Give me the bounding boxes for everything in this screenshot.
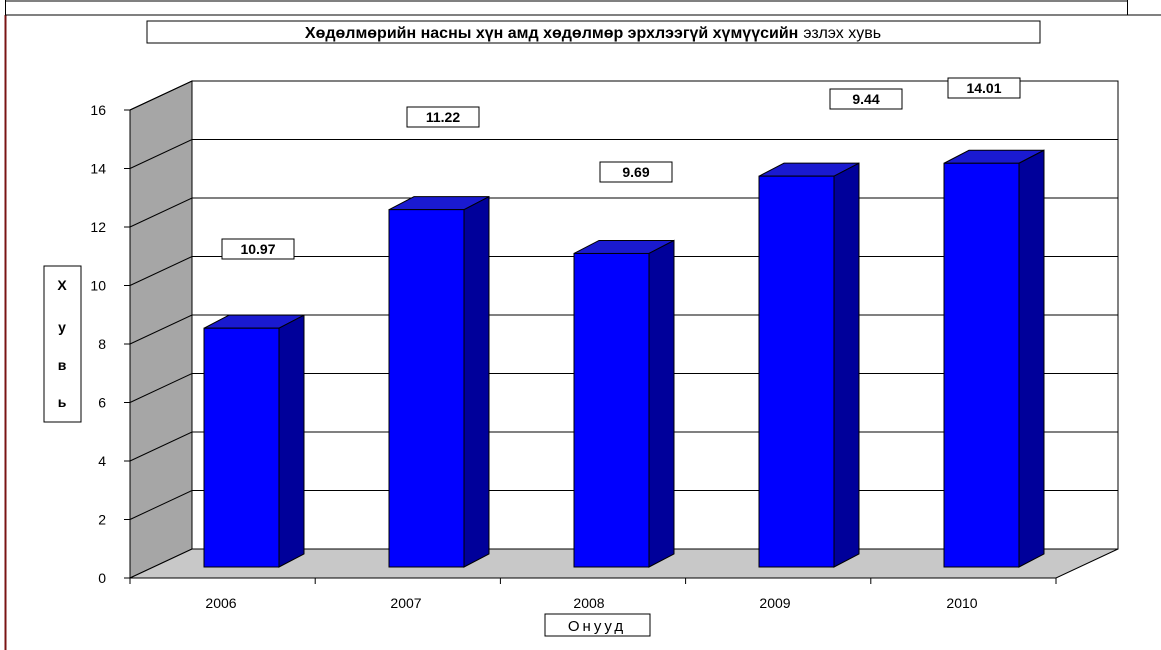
bar-front-face <box>388 209 465 568</box>
bar-side-face <box>1018 149 1045 568</box>
y-tick-label: 4 <box>98 453 106 469</box>
y-tick-label: 14 <box>90 161 106 177</box>
bar-front-face <box>943 162 1020 568</box>
y-axis-label-letter: у <box>58 319 66 335</box>
y-axis-label-letter: в <box>58 357 67 373</box>
data-label-2009: 9.44 <box>829 88 903 110</box>
chart-title: Хөдөлмөрийн насны хүн амд хөдөлмөр эрхлэ… <box>305 25 881 42</box>
bar-2008 <box>573 239 675 568</box>
bars <box>203 149 1045 568</box>
y-tick-label: 6 <box>98 395 106 411</box>
bar-front-face <box>203 327 280 568</box>
chart-title-normal: эзлэх хувь <box>803 25 881 42</box>
bar-front-face <box>758 175 835 568</box>
bar-front-face <box>573 252 650 568</box>
chart-title-box <box>146 20 1041 44</box>
y-tick-label: 16 <box>90 102 106 118</box>
bar-side-face <box>278 314 305 568</box>
y-tick-label: 2 <box>98 512 106 528</box>
data-labels: 10.97 11.22 9.69 9.44 14.01 <box>221 77 1021 260</box>
data-label-box <box>599 161 673 183</box>
x-axis-label: Онууд <box>568 618 626 635</box>
bar-side-face <box>648 239 675 568</box>
bar-side-face <box>833 162 860 568</box>
x-tick-label: 2010 <box>946 595 977 611</box>
data-label-2007: 11.22 <box>406 106 480 128</box>
y-tick-label: 0 <box>98 570 106 586</box>
y-tick-label: 8 <box>98 336 106 352</box>
data-label-box <box>406 106 480 128</box>
data-label-2010: 14.01 <box>947 77 1021 99</box>
x-tick-label: 2006 <box>205 595 236 611</box>
chart-title-bold: Хөдөлмөрийн насны хүн амд хөдөлмөр эрхлэ… <box>305 25 798 42</box>
y-axis-label: Ху в ь <box>43 265 82 423</box>
data-label-2008: 9.69 <box>599 161 673 183</box>
gridline <box>129 139 1118 169</box>
data-label-box <box>829 88 903 110</box>
bar-2009 <box>758 162 860 568</box>
data-label-text: 9.69 <box>622 164 649 180</box>
bar-2006 <box>203 314 305 568</box>
data-label-box <box>221 238 295 260</box>
bar-2007 <box>388 195 490 568</box>
bar-side-face <box>463 195 490 568</box>
data-label-text: 10.97 <box>240 241 275 257</box>
x-tick-label: 2007 <box>390 595 421 611</box>
x-tick-label: 2008 <box>573 595 604 611</box>
y-axis-ticks: 0 2 4 6 8 10 12 14 16 <box>90 102 131 586</box>
data-label-text: 11.22 <box>426 109 460 125</box>
y-axis-label-letter: Х <box>57 277 67 293</box>
data-label-box <box>947 77 1021 99</box>
y-tick-label: 10 <box>90 278 106 294</box>
y-axis-label-box <box>43 265 82 423</box>
data-label-2006: 10.97 <box>221 238 295 260</box>
y-tick-label: 12 <box>90 219 106 235</box>
data-label-text: 9.44 <box>852 91 879 107</box>
bar-2010 <box>943 149 1045 568</box>
y-axis-label-letter: ь <box>58 394 67 410</box>
gridline <box>129 80 1118 111</box>
data-label-text: 14.01 <box>966 80 1001 96</box>
x-axis-ticks: 2006 2007 2008 2009 2010 <box>129 577 1057 611</box>
x-tick-label: 2009 <box>759 595 790 611</box>
x-axis-label-box <box>544 613 651 637</box>
